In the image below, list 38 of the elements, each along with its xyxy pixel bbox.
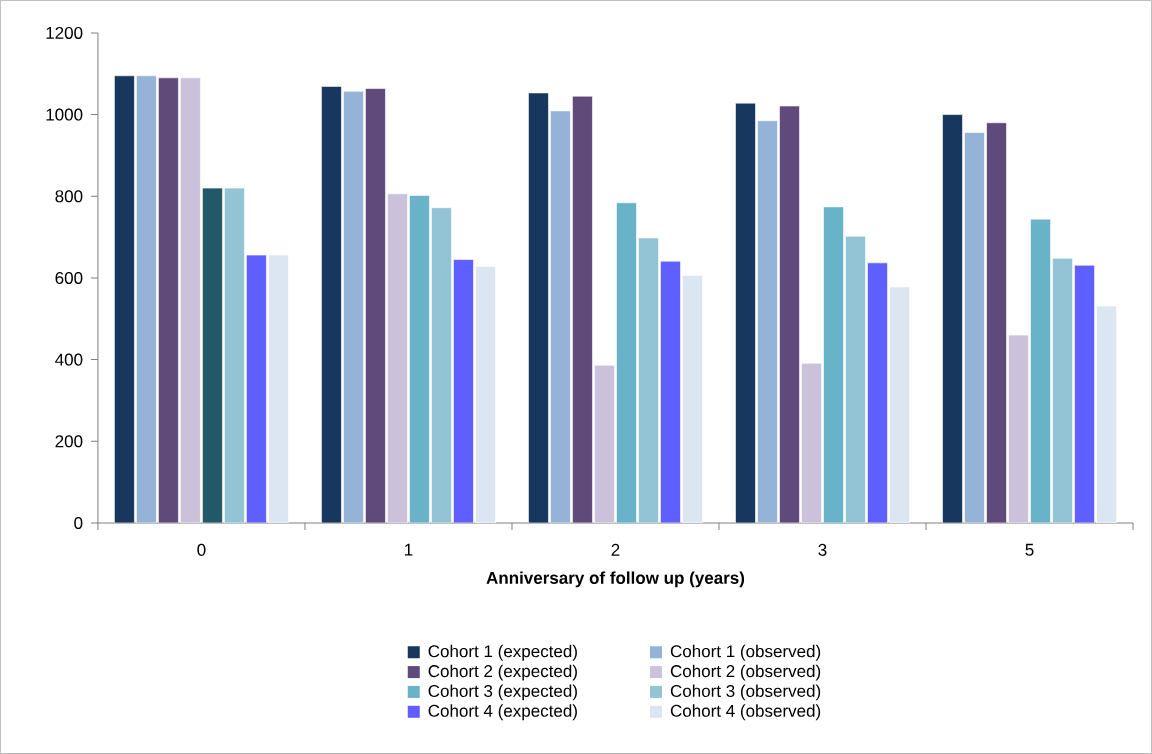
- bar: [136, 75, 157, 524]
- bar: [682, 275, 703, 524]
- x-tick-label: 1: [405, 543, 413, 556]
- legend-label: Cohort 1 (observed): [670, 644, 821, 661]
- bar: [1096, 305, 1117, 524]
- y-tick-label: 1200: [46, 26, 83, 39]
- bar: [453, 259, 474, 524]
- bar: [246, 254, 267, 524]
- bar: [1052, 258, 1073, 524]
- bar: [224, 187, 245, 524]
- legend-label: Cohort 4 (observed): [670, 704, 821, 721]
- bar: [660, 260, 681, 524]
- legend-label: Cohort 3 (expected): [428, 684, 577, 701]
- x-tick-label: 0: [197, 543, 206, 556]
- y-tick-label: 800: [55, 190, 83, 203]
- legend-label: Cohort 3 (observed): [670, 684, 821, 701]
- bar: [431, 207, 452, 524]
- bar: [268, 254, 289, 524]
- x-tick-label: 5: [1025, 543, 1034, 556]
- x-axis-title: Anniversary of follow up (years): [486, 571, 745, 588]
- legend-label: Cohort 2 (expected): [428, 664, 577, 681]
- x-tick-label: 2: [611, 543, 620, 556]
- bar: [889, 286, 910, 524]
- legend-label: Cohort 1 (expected): [428, 644, 577, 661]
- bar: [475, 266, 496, 524]
- y-tick-label: 0: [74, 516, 83, 530]
- bar: [845, 236, 866, 524]
- bar: [867, 262, 888, 524]
- y-tick-label: 400: [55, 353, 83, 366]
- y-tick-label: 200: [55, 435, 83, 448]
- bar: [1074, 265, 1095, 524]
- legend-label: Cohort 2 (observed): [670, 664, 821, 681]
- x-tick-label: 3: [818, 543, 827, 556]
- bar: [638, 237, 659, 524]
- bar: [114, 75, 135, 524]
- y-tick-label: 600: [55, 271, 83, 284]
- legend-label: Cohort 4 (expected): [428, 704, 577, 721]
- y-tick-label: 1000: [46, 108, 83, 121]
